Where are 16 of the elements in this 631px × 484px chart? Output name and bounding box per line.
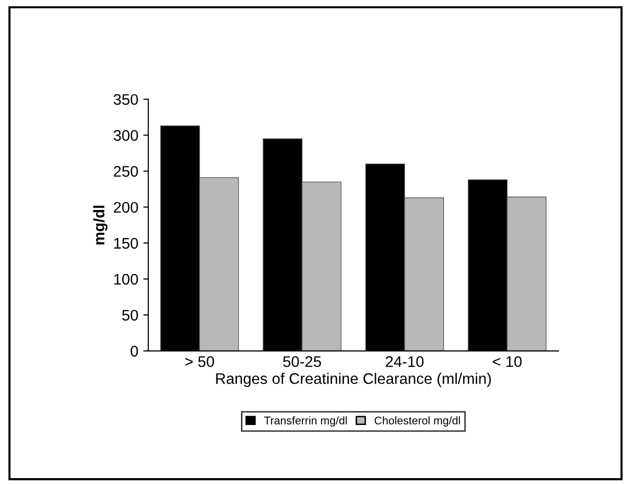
y-tick-label: 200 [114,202,138,213]
y-tick-label: 0 [130,346,138,357]
x-tick-label: < 10 [492,356,522,367]
y-tick-label: 100 [114,274,138,285]
legend-label: Transferrin mg/dl [264,416,347,427]
y-tick-label: 350 [114,94,138,105]
x-tick-label: 50-25 [283,356,321,367]
x-tick-label: > 50 [185,356,214,367]
y-axis-title: mg/dl [93,206,108,244]
x-axis-title: Ranges of Creatinine Clearance (ml/min) [216,372,491,388]
y-tick-label: 50 [122,310,138,321]
y-tick-label: 150 [114,238,138,249]
x-tick-label: 24-10 [386,356,424,367]
y-tick-label: 300 [114,130,138,141]
legend-label: Cholesterol mg/dl [374,416,460,427]
y-tick-label: 250 [114,166,138,177]
